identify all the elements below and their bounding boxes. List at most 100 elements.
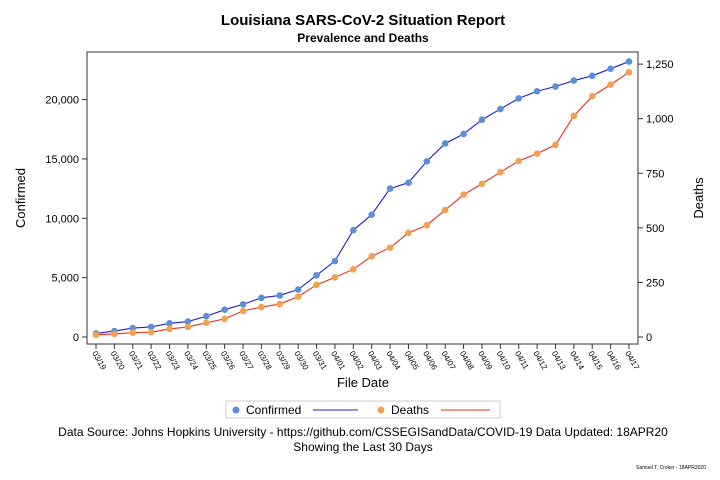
x-tick-label: 03/23 [164,350,182,372]
x-tick-label: 04/02 [348,350,366,372]
data-point-confirmed [276,292,284,299]
x-tick-label: 04/09 [476,350,494,372]
x-tick-label: 04/06 [421,350,439,372]
x-tick-label: 04/12 [531,350,549,372]
y-right-tick-label: 1,000 [646,114,674,126]
data-point-deaths [497,168,504,176]
data-point-confirmed [166,320,173,327]
data-point-confirmed [129,324,137,332]
data-point-deaths [533,150,541,157]
x-tick-label: 04/03 [366,350,384,372]
x-tick-label: 04/01 [329,350,347,372]
y-left-axis: 0 5,000 10,000 15,000 20,000 [45,95,87,344]
x-tick-label: 03/31 [311,350,329,372]
y-left-axis-label: Confirmed [13,168,28,228]
y-right-tick-label: 250 [646,277,664,289]
data-point-deaths [607,81,614,88]
data-point-confirmed [221,306,228,313]
y-left-tick-label: 5,000 [51,273,79,285]
data-point-confirmed [460,130,467,138]
y-left-tick-label: 10,000 [45,213,79,225]
legend-confirmed-label: Confirmed [246,403,301,417]
y-left-tick-label: 0 [73,332,79,344]
x-tick-label: 03/22 [145,350,163,372]
data-point-deaths [111,330,118,338]
data-point-deaths [570,112,578,120]
data-point-confirmed [202,312,210,320]
series-deaths [92,68,633,339]
x-tick-label: 04/17 [623,350,641,372]
y-left-tick-label: 15,000 [45,154,79,166]
y-right-tick-label: 0 [646,332,652,344]
data-point-confirmed [350,226,357,234]
x-tick-label: 04/14 [568,350,586,372]
data-point-confirmed [313,271,320,279]
data-point-deaths [405,229,412,237]
data-point-confirmed [607,65,614,72]
data-point-deaths [441,206,449,214]
data-point-confirmed [515,95,523,102]
y-left-tick-label: 20,000 [45,95,79,107]
data-point-deaths [147,328,155,336]
data-point-confirmed [588,72,596,80]
data-point-deaths [276,300,284,308]
legend-confirmed-marker [232,406,240,414]
x-tick-label: 03/30 [292,350,310,372]
series-confirmed [92,58,633,337]
x-tick-label: 03/21 [127,350,145,372]
data-point-confirmed [147,323,155,331]
x-tick-label: 03/29 [274,350,292,372]
data-point-confirmed [478,116,486,124]
footer-credit: Samuel T. Croker - 18APR2020 [636,465,706,471]
x-tick-label: 03/27 [237,350,255,372]
x-tick-label: 04/16 [605,350,623,372]
chart-title: Louisiana SARS-CoV-2 Situation Report [221,12,505,29]
data-point-deaths [588,92,596,100]
footer-source: Data Source: Johns Hopkins University - … [58,425,668,439]
data-point-deaths [350,266,357,273]
data-point-deaths [184,323,192,331]
x-tick-label: 03/24 [182,350,200,372]
plot-frame [86,51,639,345]
data-point-confirmed [386,185,394,192]
data-point-deaths [552,141,559,149]
data-point-deaths [368,252,375,260]
data-point-confirmed [184,318,192,325]
data-point-confirmed [497,105,504,113]
y-right-axis: 0 250 500 750 1,000 1,250 [638,59,674,344]
x-tick-label: 04/11 [513,350,531,372]
data-point-confirmed [423,157,431,165]
data-point-confirmed [625,58,633,65]
data-point-confirmed [552,83,559,90]
y-right-tick-label: 750 [646,168,664,180]
data-point-deaths [460,191,467,198]
data-point-deaths [166,325,173,333]
data-point-deaths [221,315,228,323]
legend-frame [225,400,501,419]
data-point-deaths [92,331,100,339]
legend: Confirmed Deaths [225,400,501,419]
data-point-deaths [515,157,523,165]
x-tick-label: 03/20 [109,350,127,372]
data-point-deaths [294,293,302,300]
chart-subtitle: Prevalence and Deaths [297,31,429,45]
data-point-deaths [239,307,247,315]
data-point-deaths [331,274,339,281]
x-tick-label: 03/28 [256,350,274,372]
data-point-deaths [625,68,633,76]
x-tick-label: 04/07 [439,350,457,372]
data-point-confirmed [405,179,412,186]
footer-window: Showing the Last 30 Days [293,440,432,454]
data-point-confirmed [441,140,449,147]
x-tick-label: 04/08 [458,350,476,372]
x-tick-label: 03/26 [219,350,237,372]
y-right-tick-label: 500 [646,223,664,235]
y-right-axis-label: Deaths [691,177,706,219]
data-point-confirmed [368,211,375,219]
x-tick-label: 04/05 [403,350,421,372]
series-line-confirmed [95,61,630,334]
data-point-confirmed [239,301,247,308]
data-point-confirmed [258,294,265,302]
x-axis: 03/19 03/20 03/21 03/22 03/23 03/24 03/25 03/26… [90,344,641,372]
